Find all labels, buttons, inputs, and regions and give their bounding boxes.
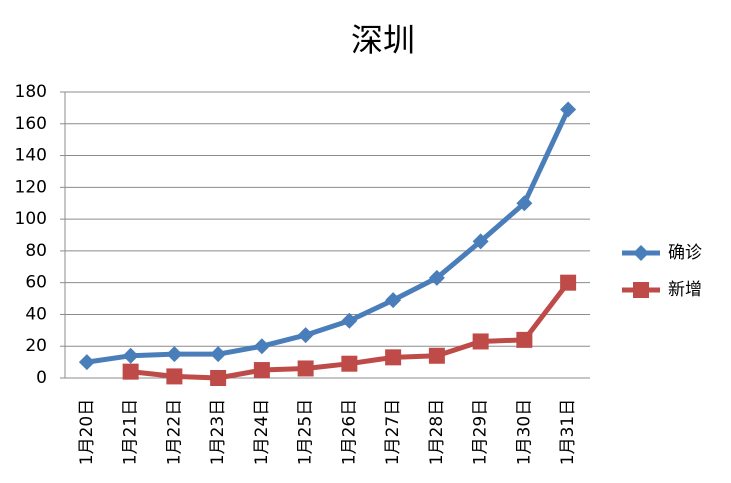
marker <box>516 195 533 212</box>
marker <box>633 282 649 298</box>
y-tick-label: 140 <box>15 146 47 166</box>
x-tick-label: 1月22日 <box>164 399 184 465</box>
x-tick-label: 1月27日 <box>383 399 403 465</box>
y-tick-label: 40 <box>25 304 47 324</box>
x-tick-label: 1月28日 <box>427 399 447 465</box>
x-tick-label: 1月31日 <box>558 399 578 465</box>
y-tick-label: 0 <box>36 368 47 388</box>
marker <box>341 355 358 372</box>
marker <box>166 368 183 385</box>
marker <box>78 354 95 371</box>
x-tick-label: 1月21日 <box>121 399 141 465</box>
marker <box>210 346 227 363</box>
x-tick-label: 1月20日 <box>77 399 97 465</box>
marker <box>428 269 445 286</box>
y-tick-label: 60 <box>25 273 47 293</box>
x-tick-label: 1月24日 <box>252 399 272 465</box>
legend-label: 新增 <box>668 280 702 300</box>
marker <box>385 349 402 366</box>
y-tick-label: 180 <box>15 82 47 102</box>
marker <box>560 274 577 291</box>
marker <box>166 346 183 363</box>
y-tick-label: 160 <box>15 114 47 134</box>
marker <box>472 333 489 350</box>
marker <box>560 101 577 118</box>
y-tick-label: 80 <box>25 241 47 261</box>
marker <box>253 362 270 379</box>
marker <box>385 292 402 309</box>
marker <box>253 338 270 355</box>
series-line <box>86 108 571 365</box>
x-tick-label: 1月23日 <box>208 399 228 465</box>
marker <box>210 370 227 386</box>
y-tick-label: 120 <box>15 177 47 197</box>
x-tick-label: 1月25日 <box>296 399 316 465</box>
x-tick-label: 1月30日 <box>514 399 534 465</box>
y-tick-label: 20 <box>25 336 47 356</box>
marker <box>472 233 489 250</box>
marker <box>122 363 139 380</box>
marker <box>297 327 314 344</box>
marker <box>341 312 358 329</box>
marker <box>297 360 314 377</box>
marker <box>516 331 533 348</box>
marker <box>122 347 139 364</box>
y-tick-label: 100 <box>15 209 47 229</box>
marker <box>428 347 445 364</box>
x-tick-label: 1月26日 <box>339 399 359 465</box>
legend-label: 确诊 <box>668 243 702 263</box>
x-tick-label: 1月29日 <box>471 399 491 465</box>
marker <box>633 245 649 261</box>
chart-title: 深圳 <box>351 21 415 59</box>
